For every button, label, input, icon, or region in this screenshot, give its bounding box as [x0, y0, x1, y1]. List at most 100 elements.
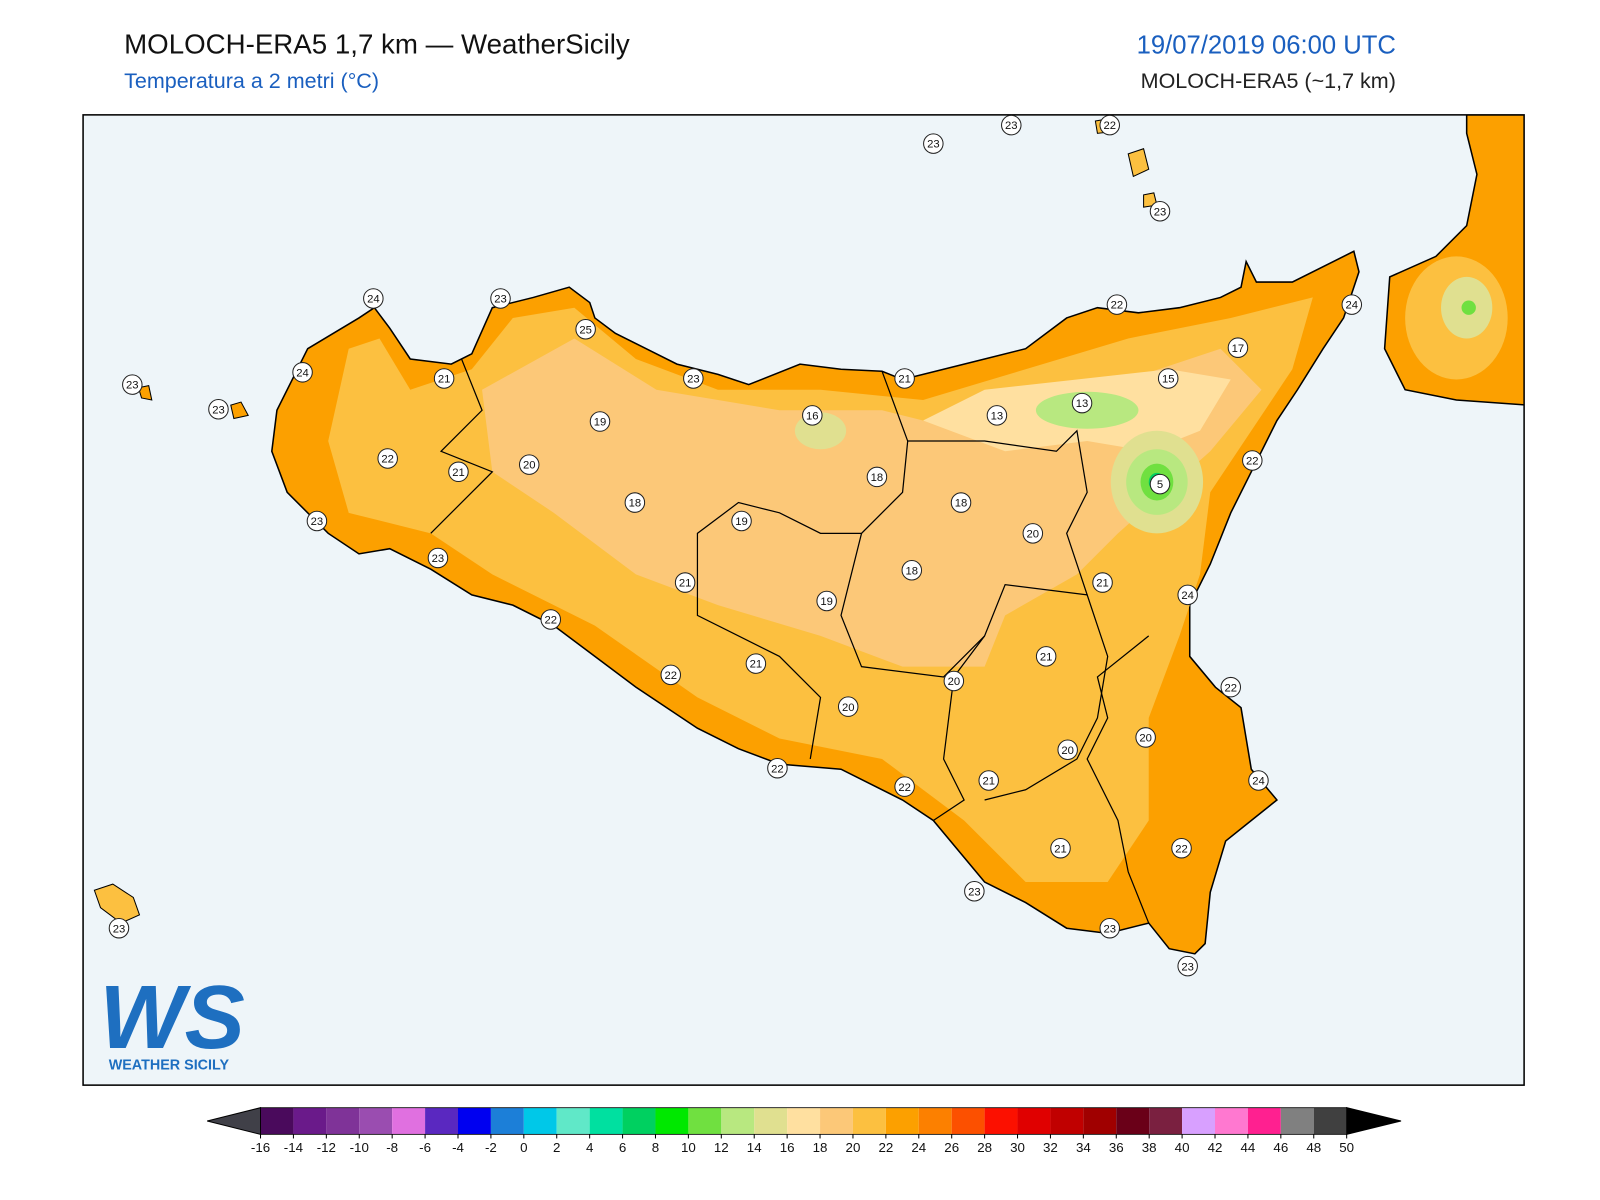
colorbar-tick-label: 48 [1306, 1140, 1321, 1155]
colorbar-box [622, 1107, 656, 1135]
station-value: 23 [432, 553, 445, 565]
colorbar-tick-label: -16 [251, 1140, 270, 1155]
logo-mark: WS [99, 967, 244, 1068]
station-value: 21 [982, 776, 995, 788]
colorbar-tick-label: 16 [780, 1140, 795, 1155]
colorbar-box [951, 1107, 985, 1135]
station-marker [837, 696, 859, 717]
station-value: 23 [212, 404, 225, 416]
colorbar-box [293, 1107, 327, 1135]
station-value: 22 [665, 670, 678, 682]
station-value: 23 [1005, 120, 1018, 132]
station-value: 23 [311, 516, 324, 528]
station-value: 23 [1154, 206, 1167, 218]
station-marker [363, 288, 384, 309]
station-marker [1177, 955, 1198, 977]
colorbar-tick-label: 22 [878, 1140, 893, 1155]
colorbar-box [1116, 1107, 1150, 1135]
colorbar-box [523, 1107, 557, 1135]
station-marker [866, 466, 888, 488]
colorbar-frame [260, 1107, 1348, 1135]
colorbar-tick-label: -10 [350, 1140, 369, 1155]
station-value: 20 [842, 702, 855, 714]
station-marker [767, 757, 788, 779]
station-marker [1220, 676, 1242, 698]
colorbar-box [918, 1107, 952, 1135]
map-frame [82, 114, 1525, 1086]
station-value: 18 [906, 565, 919, 577]
station-value: 22 [1111, 300, 1124, 312]
colorbar-tick-label: 34 [1076, 1140, 1091, 1155]
colorbar-tick-label: -14 [284, 1140, 304, 1155]
station-marker [1001, 114, 1022, 136]
station-value: 18 [629, 498, 642, 510]
station-value: 24 [296, 367, 309, 379]
colorbar-tick-label: 10 [681, 1140, 696, 1155]
station-marker [950, 492, 972, 513]
province-border [1086, 635, 1150, 924]
station-value: 21 [452, 467, 465, 479]
colorbar-tick-label: 18 [813, 1140, 828, 1155]
station-value: 17 [1232, 343, 1245, 355]
colorbar-tick-label: 38 [1142, 1140, 1157, 1155]
station-value: 22 [898, 782, 911, 794]
station-marker [427, 547, 449, 569]
model: MOLOCH-ERA5 (~1,7 km) [1141, 69, 1396, 93]
island [1127, 148, 1150, 178]
station-marker [978, 770, 999, 791]
province-border [984, 594, 1109, 801]
colorbar-box [589, 1107, 623, 1135]
station-value: 20 [948, 676, 961, 688]
colorbar-box [490, 1107, 524, 1135]
colorbar-tick-label: 36 [1109, 1140, 1124, 1155]
island [93, 883, 141, 924]
station-value: 24 [1181, 590, 1194, 602]
colorbar-box [1247, 1107, 1281, 1135]
station-marker [433, 368, 455, 389]
colorbar-tick-label: 8 [652, 1140, 659, 1155]
colorbar-box [556, 1107, 590, 1135]
colorbar-tick-label: 14 [747, 1140, 762, 1155]
colorbar-tick-label: 0 [520, 1140, 527, 1155]
station-value: 23 [113, 923, 126, 935]
colorbar-box [1050, 1107, 1084, 1135]
station-value: 22 [1246, 456, 1259, 468]
station-marker [1099, 917, 1120, 939]
colorbar-tick-label: -2 [485, 1140, 497, 1155]
province-border [840, 533, 986, 678]
station-marker [1242, 450, 1263, 471]
station-marker [1227, 337, 1249, 358]
station-marker [377, 448, 398, 469]
colorbar-under [207, 1107, 262, 1136]
station-value: 22 [1175, 843, 1188, 855]
colorbar-tick-label: 44 [1241, 1140, 1256, 1155]
land [93, 114, 1525, 955]
colorbar-tick-label: 6 [619, 1140, 626, 1155]
station-marker [624, 492, 646, 513]
station-value: 22 [1103, 120, 1116, 132]
station-marker [802, 405, 823, 426]
colorbar-box [260, 1107, 294, 1135]
station-value: 15 [1162, 374, 1175, 386]
station-value: 20 [1027, 528, 1040, 540]
station-marker [923, 133, 944, 154]
station-marker [1057, 739, 1078, 760]
colorbar-box [1182, 1107, 1216, 1135]
colorbar-tick-label: 46 [1273, 1140, 1288, 1155]
station-value: 21 [679, 578, 692, 590]
station-marker [108, 917, 130, 939]
colorbar-tick-label: -12 [317, 1140, 336, 1155]
station-value: 20 [1139, 733, 1152, 745]
station-value: 19 [820, 596, 833, 608]
colorbar-box [326, 1107, 360, 1135]
station-marker [1248, 770, 1269, 791]
station-value: 13 [1076, 398, 1089, 410]
station-marker [122, 374, 143, 395]
station-value: 23 [927, 139, 940, 151]
colorbar-tick-label: -8 [386, 1140, 398, 1155]
colorbar-tick-label: 12 [714, 1140, 729, 1155]
colorbar-box [392, 1107, 426, 1135]
station-marker [986, 405, 1008, 426]
datetime: 19/07/2019 06:00 UTC [1137, 31, 1396, 59]
